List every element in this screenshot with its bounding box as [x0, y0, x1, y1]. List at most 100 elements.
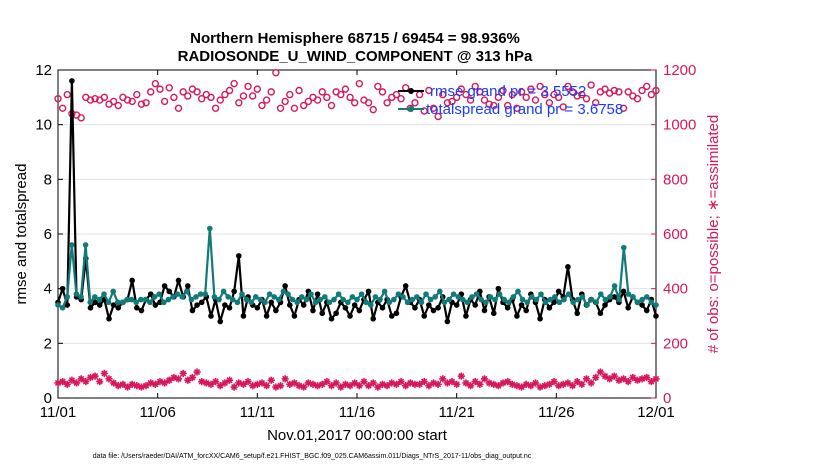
point-obs-possible [592, 99, 600, 107]
point-totalspread [630, 294, 636, 300]
point-totalspread [634, 299, 641, 306]
point-totalspread [349, 294, 356, 300]
point-obs-possible [425, 86, 433, 95]
point-rmse [87, 305, 94, 311]
point-obs-possible [624, 88, 632, 96]
point-rmse [147, 291, 154, 297]
point-obs-possible [142, 99, 150, 107]
point-obs-assimilated [383, 382, 391, 390]
legend: rmse grand pr = 3.5552 totalspread grand… [398, 83, 623, 118]
point-obs-possible [299, 101, 308, 110]
point-totalspread [303, 296, 310, 303]
point-obs-possible [554, 93, 563, 102]
point-totalspread [151, 294, 158, 300]
point-totalspread [138, 296, 144, 303]
point-totalspread [110, 288, 116, 295]
point-totalspread [469, 294, 475, 300]
point-obs-possible [633, 94, 642, 103]
point-totalspread [506, 299, 512, 306]
point-rmse [138, 307, 145, 314]
point-obs-assimilated [643, 373, 651, 382]
legend-entry-totalspread: totalspread grand pr = 3.6758 [398, 101, 623, 118]
point-totalspread [552, 294, 558, 300]
point-totalspread [423, 291, 429, 297]
point-totalspread [271, 294, 278, 300]
point-obs-assimilated [244, 378, 252, 386]
series-obs_possible [54, 69, 660, 122]
point-obs-assimilated [100, 369, 108, 377]
point-obs-assimilated [346, 382, 354, 390]
point-obs-possible [216, 96, 224, 104]
series-layer [54, 69, 660, 391]
point-totalspread [142, 296, 149, 303]
axis-ticks: 0 2 4 6 8 10 12 0 200 400 600 800 1000 1200 11/01 11/06… [35, 62, 696, 421]
point-totalspread [331, 296, 337, 303]
point-totalspread [105, 299, 112, 306]
point-obs-assimilated [568, 382, 577, 390]
point-totalspread [340, 296, 347, 303]
point-obs-possible [225, 86, 234, 95]
point-totalspread [446, 296, 452, 303]
point-totalspread [239, 291, 245, 297]
y-left-tick-label: 12 [35, 62, 52, 79]
point-rmse [161, 283, 168, 289]
point-totalspread [391, 296, 397, 303]
point-totalspread [427, 296, 434, 303]
y-axis-right-label: # of obs: o=possible; ∗=assimilated [705, 115, 722, 354]
point-totalspread [248, 299, 254, 306]
legend-entry-rmse: rmse grand pr = 3.5552 [398, 83, 586, 100]
point-obs-possible [364, 99, 373, 107]
point-obs-possible [452, 93, 461, 102]
point-totalspread [96, 296, 103, 303]
point-totalspread [82, 242, 89, 248]
point-obs-assimilated [63, 380, 71, 388]
point-totalspread [377, 296, 383, 303]
point-obs-possible [248, 92, 257, 100]
point-totalspread [170, 294, 176, 300]
point-obs-possible [378, 88, 387, 96]
point-obs-assimilated [434, 380, 442, 388]
point-totalspread [524, 299, 530, 306]
point-obs-assimilated [420, 378, 428, 386]
point-totalspread [418, 299, 425, 306]
point-rmse [92, 299, 98, 306]
point-obs-assimilated [188, 373, 197, 382]
point-obs-possible [147, 88, 155, 96]
point-totalspread [515, 288, 521, 295]
chart-title: Northern Hemisphere 68715 / 69454 = 98.9… [190, 30, 520, 47]
point-totalspread [584, 302, 590, 308]
point-obs-possible [286, 90, 294, 99]
point-obs-possible [109, 97, 118, 106]
point-obs-assimilated [323, 378, 331, 386]
point-obs-possible [397, 94, 405, 103]
y-right-tick-label: 600 [663, 226, 688, 243]
point-obs-assimilated [425, 382, 433, 390]
point-totalspread [230, 296, 236, 303]
point-totalspread [648, 299, 655, 306]
point-obs-possible [114, 101, 122, 110]
point-totalspread [234, 299, 241, 306]
point-obs-possible [193, 88, 201, 96]
point-obs-possible [643, 82, 651, 91]
point-obs-possible [313, 96, 322, 104]
point-totalspread [565, 291, 572, 297]
series-obs_assimilated [54, 368, 660, 391]
point-obs-possible [573, 92, 581, 100]
point-obs-possible [443, 99, 452, 107]
point-totalspread [322, 294, 328, 300]
point-rmse [310, 307, 316, 314]
point-obs-possible [610, 86, 618, 95]
point-totalspread [312, 299, 319, 306]
point-totalspread [441, 299, 448, 306]
point-rmse [388, 313, 395, 319]
point-totalspread [299, 294, 305, 300]
point-obs-possible [448, 97, 456, 106]
point-obs-possible [272, 69, 280, 77]
point-totalspread [496, 291, 503, 297]
point-rmse [653, 313, 659, 319]
point-obs-possible [304, 97, 313, 106]
point-rmse [314, 291, 321, 297]
point-totalspread [381, 288, 388, 295]
point-obs-possible [156, 85, 164, 93]
point-totalspread [294, 299, 301, 306]
